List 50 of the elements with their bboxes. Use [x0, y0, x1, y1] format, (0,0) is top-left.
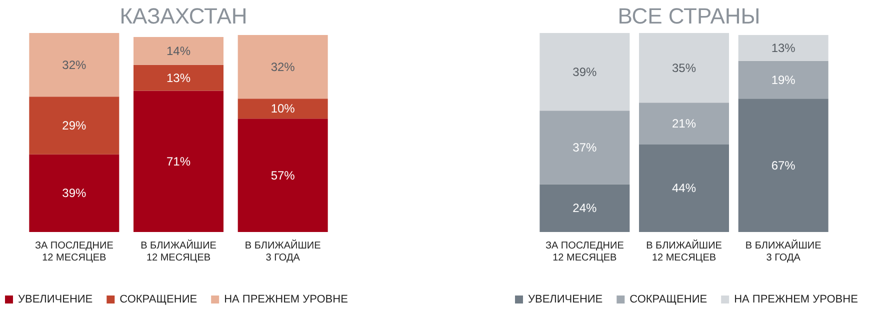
- bar: [134, 64, 224, 91]
- x-tick-label: В БЛИЖАЙШИЕ 3 ГОДА: [244, 238, 322, 264]
- legend-label: УВЕЛИЧЕНИЕ: [528, 294, 603, 306]
- data-label: 32%: [62, 58, 86, 72]
- data-label: 14%: [166, 44, 191, 58]
- data-label: 39%: [62, 186, 86, 200]
- legend-label: СОКРАЩЕНИЕ: [120, 294, 198, 306]
- data-label: 29%: [62, 118, 86, 133]
- data-label: 67%: [771, 158, 796, 172]
- bar: [540, 33, 630, 111]
- data-label: 32%: [270, 60, 296, 74]
- data-label: 44%: [672, 181, 696, 196]
- x-tick-label: ЗА ПОСЛЕДНИЕ 12 МЕСЯЦЕВ: [34, 240, 114, 264]
- bar: [134, 90, 224, 232]
- legend-label: НА ПРЕЖНЕМ УРОВНЕ: [224, 294, 348, 306]
- bar: [540, 110, 630, 184]
- data-label: 10%: [270, 102, 296, 116]
- chart-title: КАЗАХСТАН: [120, 4, 248, 28]
- legend-label: НА ПРЕЖНЕМ УРОВНЕ: [734, 294, 858, 306]
- bar: [639, 144, 729, 232]
- bar: [738, 60, 828, 99]
- data-label: 13%: [166, 70, 191, 85]
- data-label: 19%: [771, 72, 796, 87]
- x-tick-label: В БЛИЖАЙШИЕ 12 МЕСЯЦЕВ: [140, 238, 217, 264]
- x-tick-label: В БЛИЖАЙШИЕ 3 ГОДА: [745, 238, 822, 264]
- bar: [238, 34, 328, 99]
- data-label: 24%: [572, 201, 597, 216]
- data-label: 21%: [672, 116, 696, 131]
- bar: [738, 34, 828, 61]
- x-tick-label: В БЛИЖАЙШИЕ 12 МЕСЯЦЕВ: [646, 238, 722, 264]
- bar: [29, 96, 120, 154]
- bar: [540, 184, 630, 232]
- data-label: 37%: [572, 140, 597, 154]
- legend-label: УВЕЛИЧЕНИЕ: [18, 294, 93, 306]
- data-label: 35%: [672, 60, 696, 75]
- bar: [29, 154, 120, 232]
- bar: [29, 33, 120, 97]
- data-label: 71%: [166, 154, 191, 168]
- chart-title: ВСЕ СТРАНЫ: [618, 4, 760, 28]
- bar: [738, 98, 828, 232]
- data-label: 57%: [270, 168, 296, 182]
- data-label: 13%: [771, 40, 796, 55]
- bar: [134, 36, 224, 65]
- bar: [639, 33, 729, 103]
- bar: [238, 98, 328, 119]
- x-tick-label: ЗА ПОСЛЕДНИЕ 12 МЕСЯЦЕВ: [545, 240, 624, 264]
- data-label: 39%: [572, 64, 597, 79]
- legend-label: СОКРАЩЕНИЕ: [630, 294, 708, 306]
- bar: [238, 118, 328, 232]
- bar: [639, 102, 729, 144]
